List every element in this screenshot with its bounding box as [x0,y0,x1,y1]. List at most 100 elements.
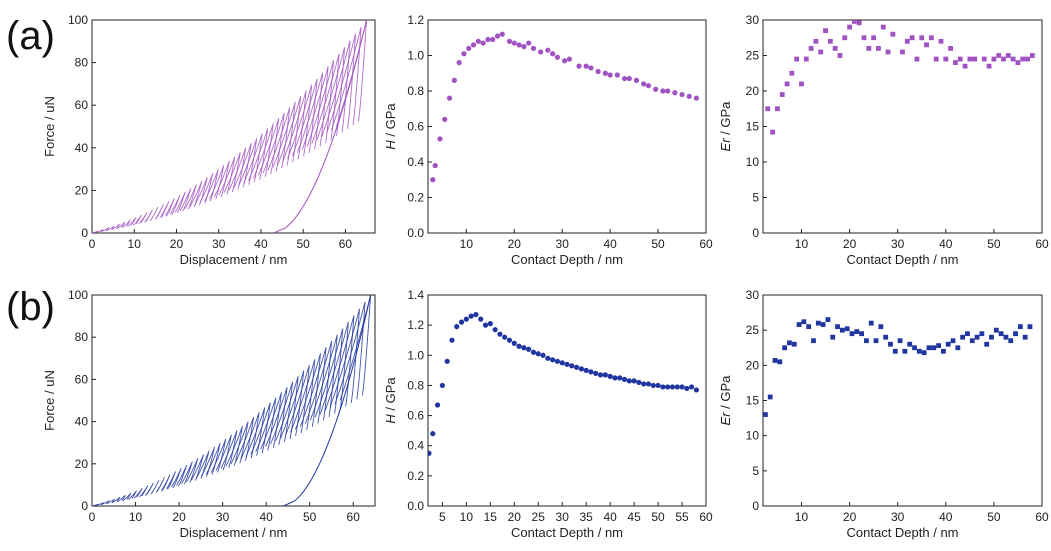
a-force-cycle-line [127,217,137,227]
b-modulus-point [883,334,889,340]
b-hardness-point [439,382,445,389]
a-modulus-point [794,56,800,62]
a-hardness-point [437,136,443,142]
b-hardness-chart: 5 10 15 20 25 30 35 40 45 50 55 60 0.0 0.2 0.4 0.6 0.8 1.… [383,288,713,540]
a-force-cycle-line [252,123,274,179]
b-modulus-point [931,345,937,351]
b-hardness-ytick-label: 0.2 [407,469,424,483]
a-force-cycle-line [282,90,307,162]
a-force-cycle-line [218,156,236,196]
b-modulus-point [902,348,908,354]
a-force-cycle-line [267,107,291,171]
a-modulus-point [876,46,881,51]
b-hardness-point [473,311,479,318]
b-modulus-point [806,324,812,330]
a-force-cycle-line [160,201,170,219]
b-modulus-ytick-label: 25 [746,323,760,337]
a-hardness-point [554,54,561,60]
a-hardness-y-axis-unit: / GPa [383,103,398,141]
a-force-cycle-line [238,138,258,186]
b-hardness-point [674,384,680,390]
a-modulus-point [827,38,833,44]
a-hardness-xtick-label: 40 [603,237,617,251]
a-hardness-point [686,93,692,99]
b-force-xtick-label: 40 [259,510,273,524]
b-force-ytick-label: 20 [75,457,89,471]
b-hardness-point [482,322,489,328]
b-hardness-point [530,349,537,355]
b-modulus-point [791,341,797,347]
b-hardness-y-axis-label: H / GPa [383,377,398,424]
a-hardness-point [516,42,522,48]
b-force-plot-frame [91,294,376,507]
a-modulus-point [962,63,968,69]
b-modulus-point [926,345,932,351]
a-modulus-xtick-label: 20 [843,237,857,251]
b-hardness-point [526,346,532,352]
a-modulus-point [784,81,790,87]
a-modulus-point [818,49,824,55]
a-force-cycle-line [111,223,120,231]
b-modulus-point [965,331,970,337]
b-hardness-point [428,450,432,456]
b-force-cycle-line [329,308,360,408]
a-force-cycle-line [116,221,126,230]
a-modulus-point [914,56,920,62]
b-hardness-point [645,381,652,387]
a-hardness-point [485,36,491,43]
b-modulus-ytick-label: 5 [752,464,759,478]
a-hardness-point [511,40,517,46]
a-modulus-point [1001,56,1006,62]
a-hardness-y-axis-label: H / GPa [383,103,398,150]
b-modulus-point [979,331,985,337]
b-hardness-point [506,337,513,343]
b-hardness-ytick-label: 0.0 [407,499,424,513]
b-force-cycle-line [190,454,204,481]
a-hardness-point [499,31,505,37]
a-modulus-ytick-label: 25 [746,49,760,63]
b-hardness-point [492,327,498,333]
a-hardness-point [645,83,652,89]
a-modulus-point [789,70,795,76]
b-force-cycle-line [171,468,182,489]
b-force-ytick-label: 80 [75,330,89,344]
a-hardness-xtick-label: 30 [556,237,570,251]
b-modulus-point [782,345,788,351]
a-modulus-point [996,53,1002,58]
b-hardness-xtick-label: 60 [699,510,713,524]
a-force-y-axis-label: Force / uN [42,96,57,157]
a-hardness-point [641,81,647,87]
a-modulus-point [1005,53,1011,58]
b-modulus-ytick-label: 10 [746,429,760,443]
b-modulus-point [969,338,975,344]
a-modulus-point [904,38,910,44]
b-modulus-ytick-label: 0 [752,499,759,513]
b-modulus-y-axis-symbol: Er [718,412,733,426]
b-modulus-point [940,348,946,354]
a-force-xtick-label: 30 [212,237,226,251]
b-modulus-point [921,350,927,356]
a-modulus-point [799,81,804,87]
b-force-x-axis-label: Displacement / nm [180,525,288,540]
a-force-cycle-line [335,20,368,127]
a-hardness-ytick-label: 0.0 [407,226,424,240]
a-hardness-point [461,51,467,57]
b-modulus-point [772,358,778,363]
a-hardness-xtick-label: 50 [651,237,665,251]
a-hardness-ytick-label: 0.4 [407,155,424,169]
b-hardness-point [679,384,685,390]
b-hardness-point [665,384,671,390]
a-modulus-x-axis-label: Contact Depth / nm [847,252,959,267]
a-modulus-point [909,35,915,41]
b-modulus-point [989,334,994,340]
b-modulus-xtick-label: 30 [891,510,905,524]
b-hardness-xtick-label: 15 [484,510,498,524]
a-modulus-point [765,106,771,112]
b-force-cycle-line [309,334,338,421]
a-modulus-point [890,31,896,37]
b-hardness-point [607,373,613,379]
b-force-cycle-line [133,488,143,499]
a-modulus-point [803,56,809,62]
b-modulus-point [873,338,879,344]
b-force-curve-group [92,295,372,506]
